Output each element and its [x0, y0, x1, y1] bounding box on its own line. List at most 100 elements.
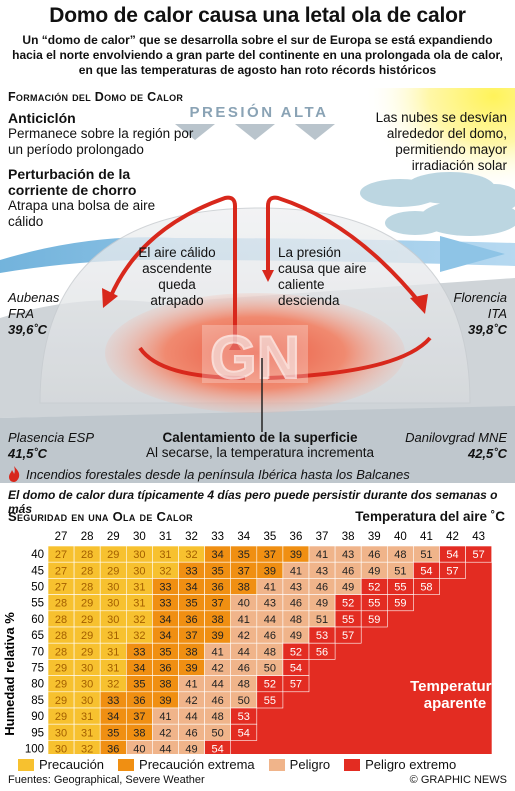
- heatmap-cell-value: 46: [316, 582, 328, 594]
- x-tick-label: 35: [263, 531, 276, 543]
- heatmap-cell-value: 31: [107, 646, 119, 658]
- heatmap-cell: [439, 561, 466, 579]
- heatmap-cell-value: 49: [342, 582, 354, 594]
- y-tick-label: 40: [31, 549, 44, 561]
- heatmap-cell-value: 28: [81, 549, 93, 561]
- heatmap-cell-value: 37: [212, 598, 224, 610]
- heatmap-cell-value: 34: [185, 582, 197, 594]
- heatmap-cell-value: 41: [159, 711, 171, 723]
- surface-title: Calentamiento de la superficie: [162, 430, 358, 445]
- heatmap-cell-value: 57: [342, 630, 354, 642]
- anticyclone-title: Anticiclón: [8, 110, 76, 126]
- x-tick-label: 38: [342, 531, 355, 543]
- heatmap-cell-value: 37: [133, 711, 145, 723]
- rising-air-text: El aire cálido ascendente queda atrapado: [138, 245, 216, 308]
- x-tick-label: 28: [81, 531, 94, 543]
- heatmap-cell-value: 35: [107, 727, 119, 739]
- heatmap-cell-value: 59: [394, 598, 406, 610]
- duration-text: El domo de calor dura típicamente 4 días…: [8, 488, 498, 516]
- x-tick-label: 33: [211, 531, 224, 543]
- heatmap-cell-value: 37: [238, 565, 250, 577]
- heatmap-cell-value: 43: [264, 598, 276, 610]
- heatmap-cell-value: 58: [420, 582, 432, 594]
- heatmap-cell-value: 39: [185, 663, 197, 675]
- heatmap-cell-value: 29: [81, 614, 93, 626]
- heatmap-cell-value: 57: [473, 549, 485, 561]
- x-tick-label: 31: [159, 531, 172, 543]
- cloud-icon: [360, 172, 515, 236]
- heatmap-cell-value: 29: [107, 565, 119, 577]
- city-name: Danilovgrad MNE: [405, 430, 507, 445]
- legend-item: Peligro extremo: [344, 757, 456, 772]
- heatmap-cell-value: 43: [290, 582, 302, 594]
- x-tick-label: 36: [290, 531, 303, 543]
- heatmap-cell-value: 41: [238, 614, 250, 626]
- apparent-temp-label-line1: Temperatura: [410, 678, 500, 695]
- city-aubenas: Aubenas FRA 39,6˚C: [8, 290, 59, 338]
- heatmap-cell-value: 46: [342, 565, 354, 577]
- hot-ground: [105, 293, 405, 413]
- heatmap-cell-value: 34: [212, 549, 224, 561]
- heatmap-cell-value: 44: [212, 679, 224, 691]
- heatmap-cell-value: 41: [316, 549, 328, 561]
- heatmap-cell-value: 53: [238, 711, 250, 723]
- heatmap-cell-value: 49: [290, 630, 302, 642]
- heatmap-cell-value: 33: [159, 582, 171, 594]
- y-tick-label: 90: [31, 711, 44, 723]
- heatmap-cell-value: 42: [212, 663, 224, 675]
- heatmap-cell-value: 29: [107, 549, 119, 561]
- heatmap-cell-value: 52: [290, 646, 302, 658]
- heatmap-cell-value: 32: [81, 744, 93, 755]
- heatmap-cell-value: 30: [133, 565, 145, 577]
- sinking-air-text: La presión causa que aire caliente desci…: [278, 245, 367, 308]
- heatmap-cell-value: 29: [55, 679, 67, 691]
- heatmap-cell-value: 54: [290, 663, 302, 675]
- heatmap-cell-value: 30: [107, 598, 119, 610]
- fires-text: Incendios forestales desde la península …: [26, 466, 410, 482]
- heatmap-cell-value: 55: [264, 695, 276, 707]
- heatmap-cell-value: 57: [290, 679, 302, 691]
- legend-item: Precaución extrema: [118, 757, 255, 772]
- heatmap-cell-value: 28: [81, 565, 93, 577]
- heatmap-cell-value: 42: [185, 695, 197, 707]
- heatmap-cell-value: 31: [133, 598, 145, 610]
- diagram-heading: Formación del Domo de Calor: [8, 90, 184, 104]
- watermark-text: GN: [210, 324, 300, 391]
- heatmap-cell-value: 34: [159, 630, 171, 642]
- x-tick-label: 37: [316, 531, 329, 543]
- city-temp: 39,6˚C: [8, 322, 48, 337]
- y-tick-label: 60: [31, 614, 44, 626]
- heatmap-cell-value: 36: [185, 614, 197, 626]
- heatmap-cell-value: 27: [55, 565, 67, 577]
- y-tick-label: 75: [31, 663, 44, 675]
- heatmap-cell-value: 29: [55, 711, 67, 723]
- heatmap-cell-value: 46: [368, 549, 380, 561]
- heatmap-cell-value: 35: [133, 679, 145, 691]
- heatmap-cell-value: 35: [159, 646, 171, 658]
- heatmap-cell-value: 30: [55, 744, 67, 755]
- x-tick-label: 34: [237, 531, 250, 543]
- heatmap-cell-value: 49: [368, 565, 380, 577]
- heatmap-cell-value: 34: [133, 663, 145, 675]
- heatmap-cell-value: 36: [133, 695, 145, 707]
- heatmap-cell-value: 29: [81, 646, 93, 658]
- city-name: Florencia: [453, 290, 507, 305]
- heatmap-cell-value: 29: [55, 663, 67, 675]
- city-plasencia: Plasencia ESP 41,5˚C: [8, 430, 94, 462]
- heatmap-cell-value: 38: [133, 727, 145, 739]
- heatmap-cell-value: 35: [185, 598, 197, 610]
- heatmap-cell-value: 39: [159, 695, 171, 707]
- page-subtitle: Un “domo de calor” que se desarrolla sob…: [12, 33, 503, 77]
- heatmap-cell-value: 51: [394, 565, 406, 577]
- heat-index-chart: 27 28 29 30 31 32 33 34 35 36 37 38 39 40 41 42 43 40 45 5…: [2, 531, 501, 755]
- jet-arrow-icon: [440, 236, 505, 272]
- heatmap-cell-value: 30: [55, 727, 67, 739]
- legend-label: Peligro: [289, 757, 331, 772]
- gn-watermark: GN: [202, 323, 308, 392]
- heatmap-cell-value: 30: [81, 695, 93, 707]
- heatmap-cell-value: 56: [316, 646, 328, 658]
- legend-swatch: [18, 758, 34, 771]
- heatmap-cell: [256, 691, 284, 709]
- heatmap-cell-value: 43: [342, 549, 354, 561]
- heatmap-cell-value: 54: [238, 727, 250, 739]
